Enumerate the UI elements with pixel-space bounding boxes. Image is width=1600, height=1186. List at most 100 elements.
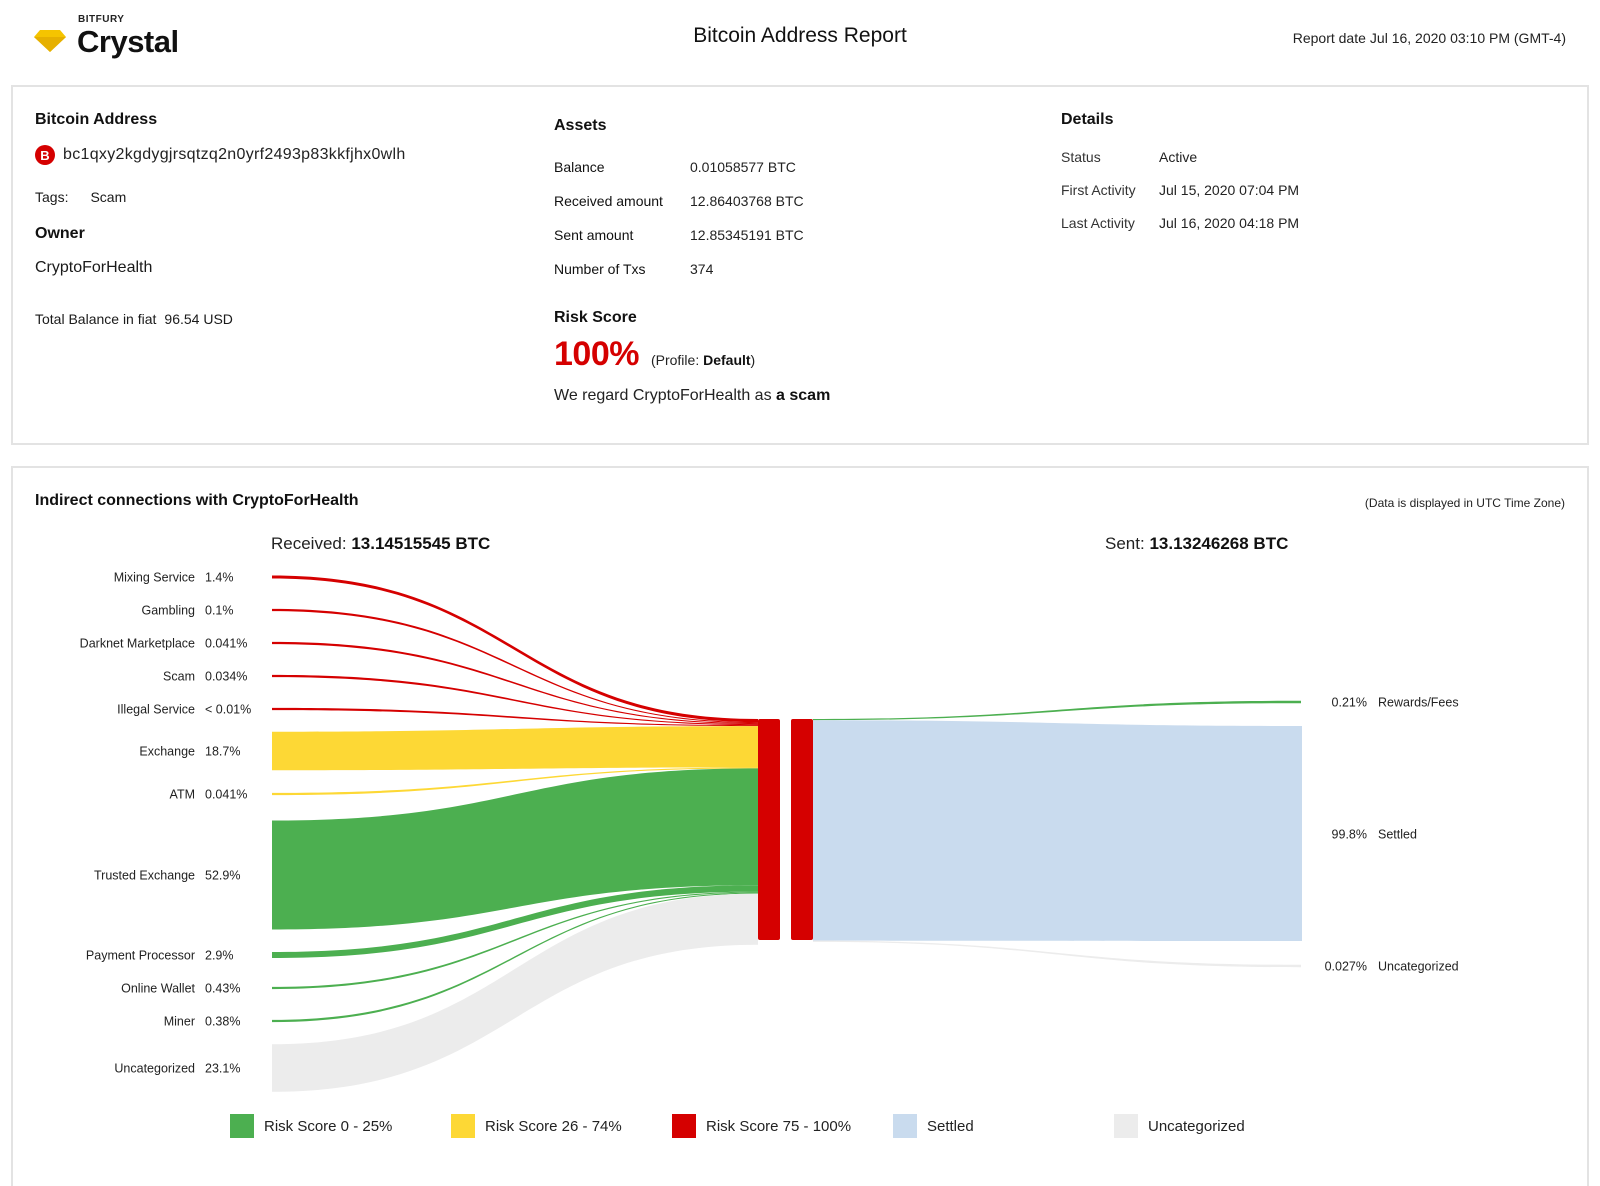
outgoing-flow-settled[interactable]	[813, 720, 1301, 941]
incoming-flow-miner[interactable]	[272, 892, 758, 1023]
risk-message: We regard CryptoForHealth as a scam	[554, 387, 830, 405]
incoming-label-illegal-service: Illegal Service	[117, 703, 195, 717]
incoming-pct-miner: 0.38%	[205, 1015, 240, 1029]
incoming-pct-scam: 0.034%	[205, 670, 247, 684]
tag-scam: Scam	[90, 189, 127, 205]
owner-value: CryptoForHealth	[35, 259, 153, 276]
legend-swatch	[451, 1114, 475, 1138]
incoming-pct-trusted-exchange: 52.9%	[205, 869, 240, 883]
received-node-bar[interactable]	[758, 719, 780, 940]
flow-sankey-chart: Mixing Service 1.4% Gambling 0.1% Darknet Ma…	[80, 571, 1459, 1092]
legend-item-uncategorized[interactable]: Uncategorized	[1114, 1114, 1274, 1138]
assets-row-value: 12.85345191 BTC	[690, 227, 804, 243]
assets-row-value: 12.86403768 BTC	[690, 193, 804, 209]
incoming-flow-uncategorized[interactable]	[272, 893, 758, 1092]
risk-profile: (Profile: Default)	[651, 352, 755, 368]
legend-label: Risk Score 26 - 74%	[485, 1117, 622, 1135]
details-row-value: Jul 16, 2020 04:18 PM	[1159, 215, 1300, 231]
bitcoin-address-value[interactable]: bc1qxy2kgdygjrsqtzq2n0yrf2493p83kkfjhx0w…	[63, 146, 406, 163]
report-date-value: Jul 16, 2020 03:10 PM (GMT-4)	[1369, 30, 1566, 46]
incoming-label-payment-processor: Payment Processor	[86, 949, 195, 963]
outgoing-flow-uncategorized[interactable]	[813, 940, 1301, 968]
settled-node	[1300, 726, 1302, 941]
legend-swatch	[1114, 1114, 1138, 1138]
incoming-label-trusted-exchange: Trusted Exchange	[94, 869, 195, 883]
bitcoin-address-heading: Bitcoin Address	[35, 111, 158, 128]
incoming-flow-mixing-service[interactable]	[272, 575, 758, 723]
details-row-value: Active	[1159, 149, 1198, 165]
assets-row-value: 374	[690, 261, 714, 277]
assets-row: Received amount 12.86403768 BTC	[554, 193, 804, 227]
outgoing-label-uncategorized: Uncategorized	[1378, 960, 1459, 974]
risk-message-prefix: We regard CryptoForHealth as	[554, 387, 772, 404]
assets-row: Sent amount 12.85345191 BTC	[554, 227, 804, 261]
outgoing-pct-settled: 99.8%	[1332, 828, 1367, 842]
incoming-flow-payment-processor[interactable]	[272, 885, 758, 958]
outgoing-label-settled: Settled	[1378, 828, 1417, 842]
incoming-label-online-wallet: Online Wallet	[121, 982, 195, 996]
legend-item-risk-score-26-74[interactable]: Risk Score 26 - 74%	[451, 1114, 672, 1138]
risk-profile-suffix: )	[750, 352, 756, 368]
sent-label: Sent:	[1105, 534, 1145, 553]
incoming-flow-trusted-exchange[interactable]	[272, 768, 758, 930]
assets-table: Balance 0.01058577 BTC Received amount 12.…	[554, 159, 804, 295]
outgoing-label-rewards-fees: Rewards/Fees	[1378, 696, 1459, 710]
brand-name: BITFURY	[78, 14, 125, 25]
connections-card: Indirect connections with CryptoForHealt…	[11, 466, 1589, 1186]
bitcoin-currency-icon: B	[35, 145, 55, 165]
details-row-value: Jul 15, 2020 07:04 PM	[1159, 182, 1300, 198]
legend-item-risk-score-0-25[interactable]: Risk Score 0 - 25%	[230, 1114, 451, 1138]
report-header: BITFURY Crystal Bitcoin Address Report R…	[0, 0, 1600, 80]
legend-label: Risk Score 75 - 100%	[706, 1117, 852, 1135]
legend-item-risk-score-75-100[interactable]: Risk Score 75 - 100%	[672, 1114, 893, 1138]
legend-item-settled[interactable]: Settled	[893, 1114, 1114, 1138]
incoming-pct-darknet-marketplace: 0.041%	[205, 637, 247, 651]
risk-profile-value: Default	[703, 352, 751, 368]
report-date: Report date Jul 16, 2020 03:10 PM (GMT-4)	[1293, 30, 1566, 46]
legend-label: Settled	[927, 1117, 974, 1135]
assets-row-label: Sent amount	[554, 227, 634, 243]
assets-row: Number of Txs 374	[554, 261, 804, 295]
incoming-pct-online-wallet: 0.43%	[205, 982, 240, 996]
risk-score-row: 100% (Profile: Default)	[554, 335, 755, 374]
incoming-flow-atm[interactable]	[272, 767, 758, 796]
incoming-flow-darknet-marketplace[interactable]	[272, 641, 758, 725]
details-table: Status Active First Activity Jul 15, 2020 …	[1061, 149, 1299, 248]
legend-swatch	[672, 1114, 696, 1138]
incoming-pct-exchange: 18.7%	[205, 745, 240, 759]
incoming-label-exchange: Exchange	[139, 745, 195, 759]
product-name: Crystal	[77, 24, 179, 59]
diamond-logo-icon	[34, 30, 66, 52]
legend-label: Risk Score 0 - 25%	[264, 1117, 393, 1135]
crystal-logo[interactable]: BITFURY Crystal	[34, 12, 194, 64]
incoming-flow-online-wallet[interactable]	[272, 891, 758, 990]
incoming-pct-illegal-service: < 0.01%	[205, 703, 251, 717]
incoming-flow-gambling[interactable]	[272, 608, 758, 724]
incoming-flow-scam[interactable]	[272, 674, 758, 726]
incoming-pct-uncategorized: 23.1%	[205, 1062, 240, 1076]
incoming-label-gambling: Gambling	[142, 604, 196, 618]
legend-swatch	[893, 1114, 917, 1138]
details-row-label: Status	[1061, 149, 1101, 165]
legend-swatch	[230, 1114, 254, 1138]
assets-heading: Assets	[554, 117, 607, 134]
incoming-flow-illegal-service[interactable]	[272, 707, 758, 727]
incoming-pct-payment-processor: 2.9%	[205, 949, 234, 963]
sent-node-bar[interactable]	[791, 719, 813, 940]
received-total: Received: 13.14515545 BTC	[271, 534, 490, 554]
assets-row-label: Balance	[554, 159, 605, 175]
received-value: 13.14515545 BTC	[351, 534, 491, 553]
incoming-label-miner: Miner	[164, 1015, 195, 1029]
outgoing-pct-uncategorized: 0.027%	[1325, 960, 1367, 974]
tags-row: Tags: Scam	[35, 189, 126, 205]
incoming-label-scam: Scam	[163, 670, 195, 684]
incoming-label-mixing-service: Mixing Service	[114, 571, 195, 585]
assets-row-label: Number of Txs	[554, 261, 646, 277]
risk-legend: Risk Score 0 - 25% Risk Score 26 - 74% Ris…	[230, 1114, 1274, 1138]
risk-score-value: 100%	[554, 335, 639, 373]
connections-heading: Indirect connections with CryptoForHealt…	[35, 492, 359, 509]
incoming-flow-exchange[interactable]	[272, 726, 758, 771]
outgoing-flow-rewards-fees[interactable]	[813, 700, 1301, 721]
details-row: Last Activity Jul 16, 2020 04:18 PM	[1061, 215, 1299, 248]
owner-heading: Owner	[35, 225, 85, 242]
